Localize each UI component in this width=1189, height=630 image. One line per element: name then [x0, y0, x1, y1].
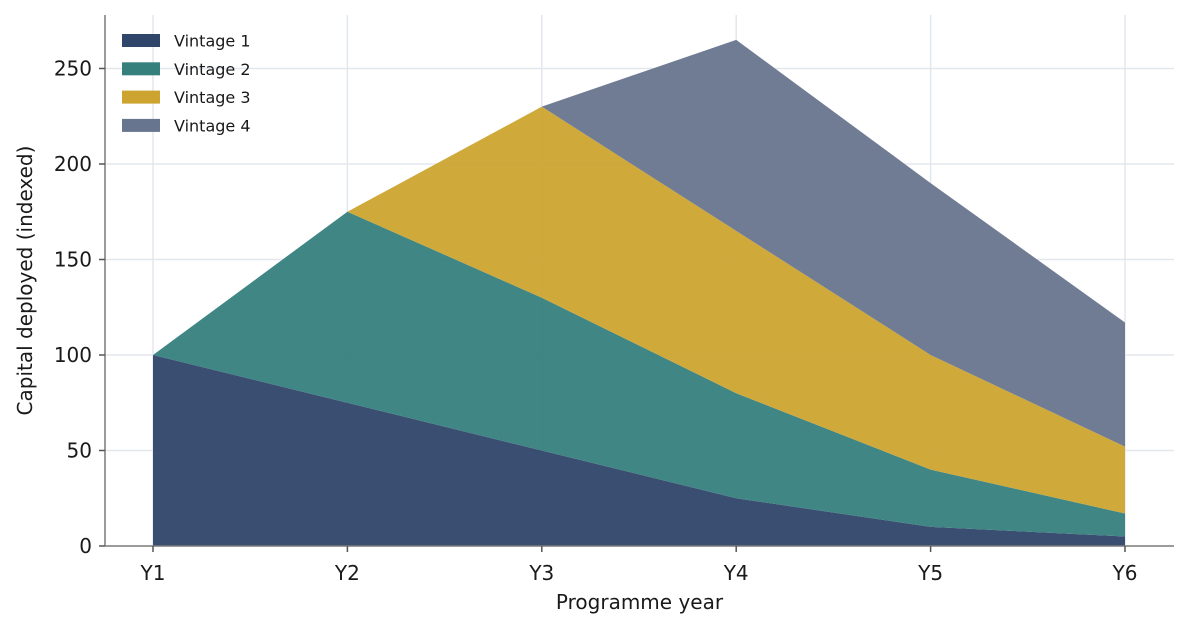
area-series-1: [153, 354, 1125, 546]
legend-label: Vintage 3: [174, 88, 251, 107]
x-axis-title: Programme year: [556, 590, 724, 614]
area-series-3: [347, 106, 1125, 514]
y-tick-label: 0: [79, 534, 92, 558]
y-tick-label: 100: [54, 343, 92, 367]
ticks: 0 50 100 150 200 250 Y1 Y2 Y3 Y4 Y5 Y6: [54, 56, 1138, 585]
legend: Vintage 1 Vintage 2 Vintage 3 Vintage 4: [122, 32, 251, 135]
legend-label: Vintage 4: [174, 116, 251, 135]
legend-label: Vintage 2: [174, 60, 251, 79]
y-axis-title: Capital deployed (indexed): [13, 146, 37, 416]
y-tick-label: 250: [54, 56, 92, 80]
x-tick-label: Y5: [917, 561, 943, 585]
x-tick-label: Y3: [528, 561, 554, 585]
x-tick-label: Y2: [334, 561, 360, 585]
x-tick-label: Y1: [140, 561, 166, 585]
x-tick-label: Y4: [723, 561, 749, 585]
legend-swatch: [122, 90, 160, 104]
legend-swatch: [122, 34, 160, 47]
y-tick-label: 50: [67, 438, 92, 462]
y-tick-label: 200: [54, 152, 92, 176]
area-series-4: [541, 39, 1125, 447]
legend-swatch: [122, 62, 160, 76]
legend-swatch: [122, 118, 160, 132]
area-series-2: [153, 211, 1125, 537]
x-tick-label: Y6: [1112, 561, 1138, 585]
y-tick-label: 150: [54, 247, 92, 271]
axes: [104, 15, 1174, 547]
legend-label: Vintage 1: [174, 32, 251, 51]
stacked-areas: [153, 39, 1125, 546]
